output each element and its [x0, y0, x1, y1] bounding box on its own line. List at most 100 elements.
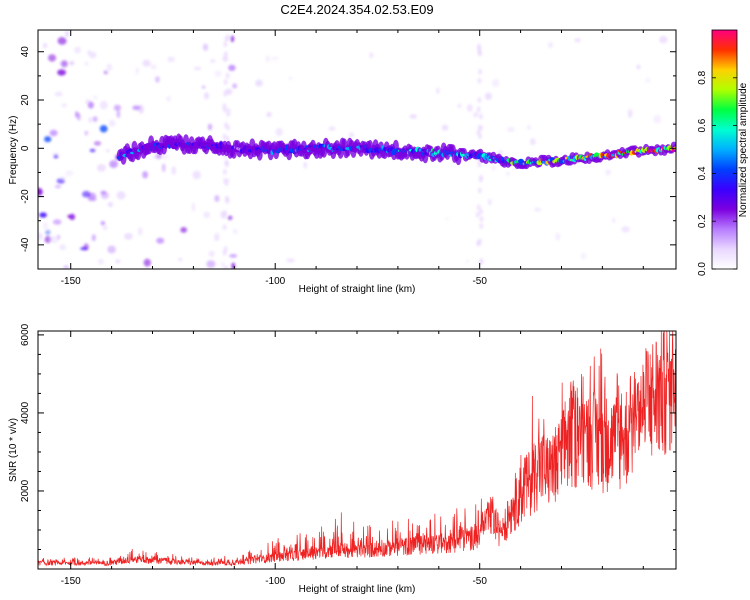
- noise-streak: [224, 122, 228, 129]
- noise-blob: [67, 214, 71, 218]
- noise-blob: [581, 252, 586, 260]
- noise-streak: [223, 177, 228, 184]
- noise-blob: [155, 76, 160, 83]
- noise-blob: [89, 148, 96, 153]
- noise-blob: [473, 111, 479, 118]
- noise-blob: [42, 42, 48, 49]
- noise-streak: [222, 133, 227, 140]
- noise-blob: [137, 227, 143, 236]
- noise-blob: [457, 103, 462, 109]
- noise-blob: [266, 111, 272, 118]
- noise-streak: [222, 249, 227, 256]
- noise-streak: [477, 77, 482, 84]
- noise-blob: [80, 247, 88, 251]
- noise-streak: [224, 159, 229, 166]
- noise-blob: [132, 105, 141, 111]
- noise-blob: [123, 233, 133, 240]
- spectrogram-ylabel: Frequency (Hz): [8, 116, 19, 185]
- noise-streak: [478, 133, 482, 140]
- noise-blob: [214, 70, 222, 77]
- noise-blob: [232, 228, 238, 234]
- noise-blob: [645, 78, 651, 83]
- noise-blob: [208, 250, 215, 258]
- noise-streak: [478, 68, 483, 75]
- noise-blob: [44, 136, 52, 143]
- noise-blob: [192, 170, 201, 180]
- noise-streak: [225, 136, 230, 142]
- noise-blob: [228, 64, 236, 71]
- noise-blob: [230, 35, 235, 43]
- colorbar-tick-label: 0.6: [697, 118, 708, 132]
- noise-streak: [224, 35, 229, 42]
- noise-blob: [203, 211, 211, 219]
- snr-panel: -150 -100 -50 2000 4000 6000 Height of straig…: [8, 323, 677, 595]
- noise-blob: [659, 35, 668, 44]
- noise-blob: [87, 101, 94, 109]
- noise-streak: [223, 79, 228, 85]
- noise-streak: [222, 103, 227, 110]
- colorbar: 0.0 0.2 0.4 0.6 0.8 Normalized spectral ampl…: [697, 29, 749, 276]
- noise-blob: [156, 237, 165, 244]
- colorbar-tick-label: 0.4: [697, 166, 708, 180]
- noise-blob: [44, 235, 52, 244]
- noise-blob: [229, 254, 238, 258]
- noise-blob: [52, 219, 62, 225]
- noise-blob: [636, 64, 641, 70]
- colorbar-frame: [711, 29, 738, 270]
- noise-blob: [271, 57, 280, 60]
- noise-blob: [167, 56, 175, 63]
- y-tick-label: 20: [20, 94, 31, 106]
- noise-blob: [204, 92, 209, 100]
- noise-blob: [115, 259, 121, 264]
- noise-blob: [191, 202, 195, 212]
- noise-blob: [65, 170, 74, 177]
- noise-streak: [479, 258, 484, 264]
- noise-blob: [51, 152, 60, 156]
- noise-blob: [48, 54, 57, 62]
- noise-blob: [63, 265, 69, 269]
- noise-blob: [265, 55, 271, 63]
- x-tick-label: -150: [61, 576, 81, 587]
- noise-streak: [478, 124, 483, 131]
- noise-streak: [475, 211, 480, 218]
- noise-blob: [653, 114, 662, 124]
- noise-streak: [222, 224, 227, 231]
- noise-blob: [627, 109, 633, 118]
- noise-blob: [92, 116, 98, 122]
- noise-streak: [476, 204, 481, 211]
- noise-blob: [445, 217, 449, 221]
- noise-streak: [479, 208, 483, 215]
- y-tick-label: 40: [20, 46, 31, 58]
- noise-blob: [151, 154, 160, 160]
- noise-blob: [466, 104, 473, 112]
- x-tick-label: -100: [265, 276, 285, 287]
- noise-blob: [548, 42, 553, 48]
- noise-blob: [53, 154, 59, 159]
- noise-streak: [223, 41, 228, 48]
- noise-blob: [69, 61, 75, 66]
- noise-blob: [161, 153, 170, 160]
- noise-blob: [409, 114, 418, 119]
- noise-streak: [476, 240, 481, 247]
- noise-blob: [214, 195, 220, 202]
- noise-streak: [479, 223, 484, 229]
- noise-blob: [55, 184, 61, 189]
- colorbar-gradient: [712, 30, 737, 269]
- noise-blob: [75, 111, 79, 118]
- noise-blob: [108, 119, 116, 127]
- noise-streak: [479, 174, 484, 181]
- noise-blob: [193, 66, 202, 71]
- noise-blob: [93, 95, 98, 100]
- noise-blob: [171, 166, 176, 175]
- x-tick-label: -50: [472, 576, 487, 587]
- snr-xlabel: Height of straight line (km): [299, 584, 416, 595]
- spectrogram-xlabel: Height of straight line (km): [299, 284, 416, 295]
- noise-blob: [97, 258, 104, 265]
- noise-blob: [96, 164, 106, 172]
- colorbar-label: Normalized spectral amplitude: [738, 82, 749, 217]
- noise-blob: [142, 171, 149, 179]
- noise-blob: [275, 127, 283, 137]
- noise-streak: [223, 210, 227, 216]
- noise-blob: [555, 232, 561, 241]
- noise-blob: [492, 78, 500, 88]
